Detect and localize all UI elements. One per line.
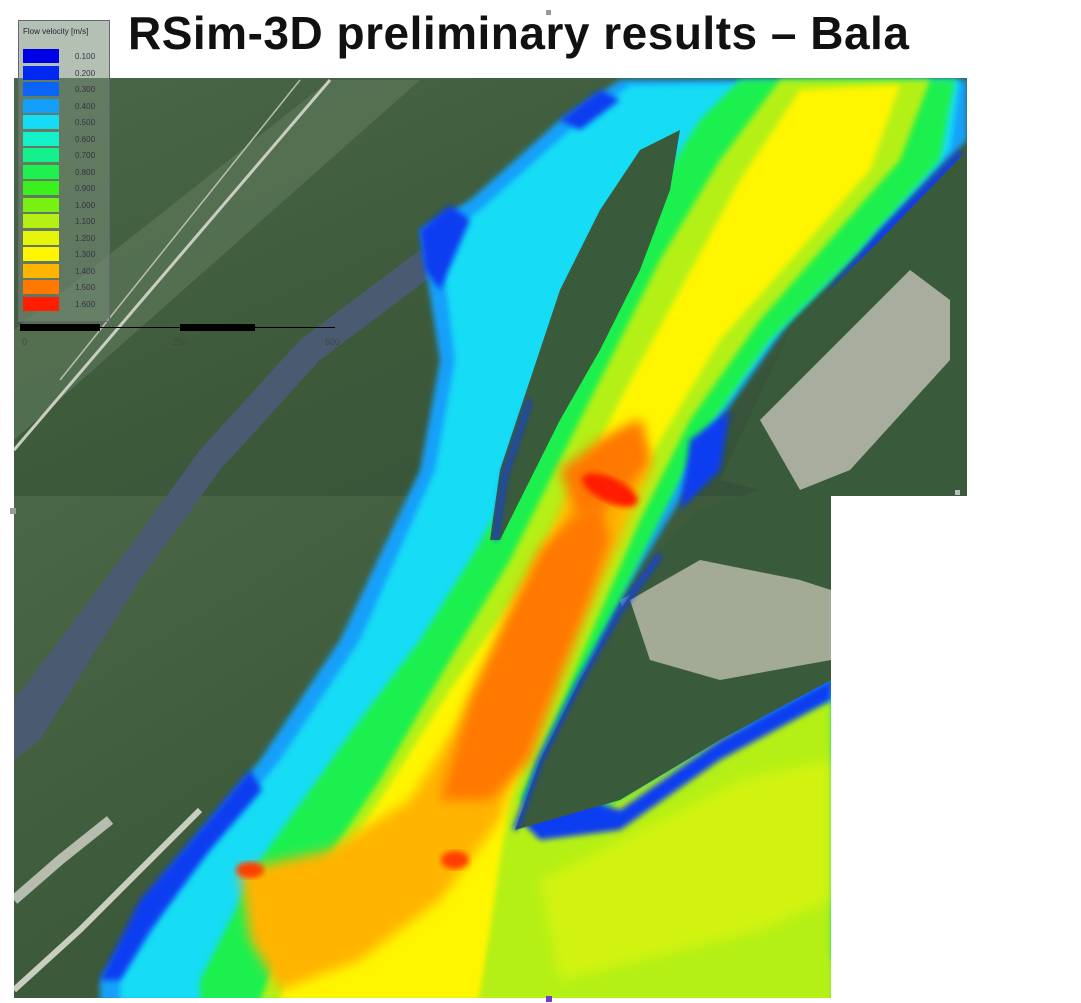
legend-label: 0.400 [75, 101, 96, 111]
legend-swatch [23, 131, 59, 146]
legend-label: 0.100 [75, 52, 96, 61]
legend-swatch [23, 98, 59, 113]
legend-item: 1.600 [23, 296, 105, 311]
legend-label: 0.600 [75, 134, 96, 144]
page-title: RSim-3D preliminary results – Bala [128, 7, 910, 59]
velocity-hotspot [582, 473, 638, 507]
legend-swatch [23, 263, 59, 278]
legend-swatch [23, 296, 59, 311]
scale-tick-250: 250 [172, 337, 188, 347]
legend-item: 0.900 [23, 181, 105, 195]
legend-swatch [23, 65, 59, 80]
legend-swatch [23, 115, 59, 129]
legend-swatch [23, 197, 59, 212]
road-line [12, 79, 332, 451]
legend-item: 1.400 [23, 263, 105, 278]
legend-label: 0.500 [75, 118, 96, 127]
legend-swatch [23, 82, 59, 96]
legend-label: 1.500 [75, 283, 96, 292]
side-channel [14, 250, 440, 760]
legend-swatch [23, 164, 59, 179]
legend-item: 1.100 [23, 214, 105, 228]
legend-label: 0.700 [75, 151, 96, 160]
legend-label: 1.100 [75, 217, 96, 226]
legend-item: 0.800 [23, 164, 105, 179]
velocity-field [100, 80, 967, 1001]
scale-segment [255, 327, 335, 328]
scale-bar: 0 250 500 [20, 322, 340, 352]
legend-item: 0.500 [23, 115, 105, 129]
legend-swatch [23, 247, 59, 261]
legend-swatch [23, 49, 59, 63]
legend-item: 1.200 [23, 230, 105, 245]
legend-swatch [23, 181, 59, 195]
scale-segment [180, 324, 255, 331]
right-bank-forest [720, 150, 967, 500]
legend-swatch [23, 148, 59, 162]
legend-item: 1.500 [23, 280, 105, 294]
legend-label: 0.300 [75, 85, 96, 94]
legend-item: 0.700 [23, 148, 105, 162]
track-line [59, 79, 301, 381]
legend-label: 1.400 [75, 266, 96, 276]
legend-label: 0.800 [75, 167, 96, 177]
legend-item: 0.400 [23, 98, 105, 113]
legend-swatch [23, 230, 59, 245]
legend-item: 0.200 [23, 65, 105, 80]
velocity-legend: Flow velocity [m/s] 0.100 0.200 0.300 0.400… [18, 20, 110, 322]
legend-item: 1.000 [23, 197, 105, 212]
island-lower [512, 490, 831, 831]
legend-label: 1.600 [75, 299, 96, 309]
legend-item: 0.100 [23, 49, 105, 63]
legend-label: 0.200 [75, 68, 96, 78]
legend-swatch [23, 280, 59, 294]
scale-tick-500: 500 [325, 337, 341, 347]
legend-title: Flow velocity [m/s] [23, 27, 89, 36]
legend-item: 1.300 [23, 247, 105, 261]
legend-item: 0.600 [23, 131, 105, 146]
legend-label: 1.200 [75, 233, 96, 243]
scale-segment [100, 327, 180, 328]
legend-label: 1.000 [75, 200, 96, 210]
legend-item: 0.300 [23, 82, 105, 96]
island-upper [490, 130, 680, 541]
legend-swatch [23, 214, 59, 228]
legend-label: 1.300 [75, 250, 96, 259]
legend-label: 0.900 [75, 184, 96, 193]
scale-tick-0: 0 [22, 337, 28, 347]
scale-segment [20, 324, 100, 331]
